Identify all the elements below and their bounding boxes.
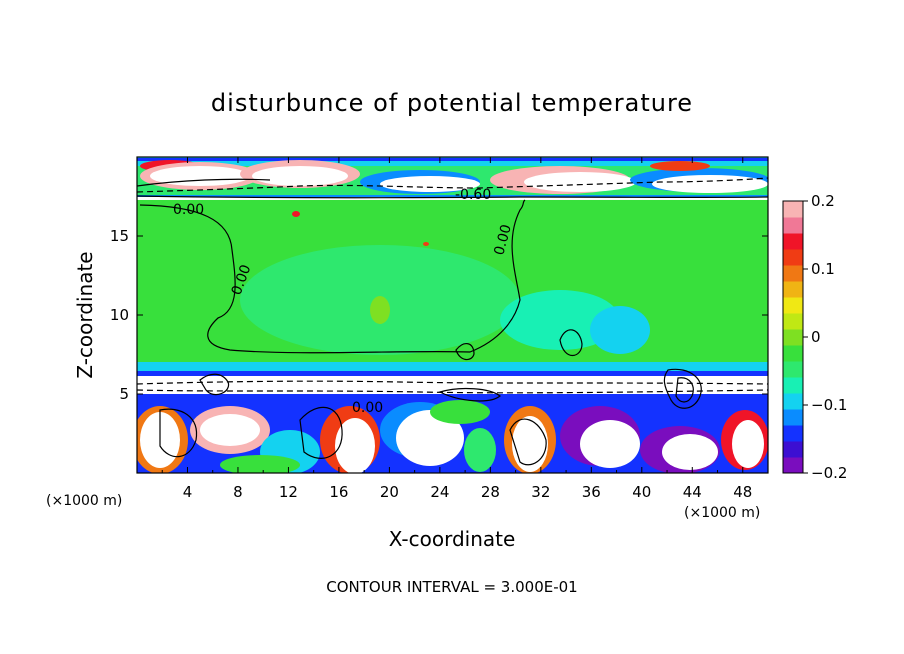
x-tick-label: 44 bbox=[683, 483, 702, 501]
colorbar-swatch bbox=[783, 393, 803, 410]
contour-label-4: 0.00 bbox=[491, 223, 515, 257]
mid-patch-2 bbox=[500, 290, 620, 350]
hot-spot-1 bbox=[292, 211, 300, 217]
x-tick-label: 48 bbox=[733, 483, 752, 501]
colorbar-swatch bbox=[783, 217, 803, 234]
x-unit-left: (×1000 m) bbox=[46, 493, 122, 509]
negative-layer-core bbox=[137, 371, 768, 377]
chart-title: disturbunce of potential temperature bbox=[211, 89, 693, 117]
z-axis-label: Z-coordinate bbox=[73, 251, 97, 378]
upper-layer bbox=[137, 157, 768, 200]
hot-spot-2 bbox=[423, 242, 429, 246]
colorbar-swatch bbox=[783, 201, 803, 218]
contour-label-1: 0.00 bbox=[173, 202, 204, 218]
x-tick-label: 40 bbox=[632, 483, 651, 501]
z-tick-label: 15 bbox=[110, 227, 129, 245]
colorbar-tick-label: −0.2 bbox=[811, 464, 847, 482]
x-axis-label: X-coordinate bbox=[389, 527, 516, 551]
z-tick-label: 5 bbox=[119, 385, 129, 403]
colorbar-swatch bbox=[783, 361, 803, 378]
colorbar-tick-label: 0.1 bbox=[811, 260, 835, 278]
colorbar-swatch bbox=[783, 329, 803, 346]
colorbar-swatch bbox=[783, 345, 803, 362]
x-unit-right: (×1000 m) bbox=[684, 505, 760, 521]
z-tick-label: 10 bbox=[110, 306, 129, 324]
mid-patch-3 bbox=[590, 306, 650, 354]
x-tick-label: 24 bbox=[430, 483, 449, 501]
contour-interval: CONTOUR INTERVAL = 3.000E-01 bbox=[326, 578, 577, 596]
z-axis: 5 10 15 bbox=[110, 227, 768, 403]
colorbar-tick-label: 0 bbox=[811, 328, 821, 346]
x-axis: 4 8 12 16 20 24 28 32 36 40 44 48 bbox=[161, 157, 752, 501]
x-tick-label: 36 bbox=[582, 483, 601, 501]
colorbar-swatch bbox=[783, 249, 803, 266]
x-tick-label: 12 bbox=[279, 483, 298, 501]
colorbar-swatch bbox=[783, 313, 803, 330]
x-tick-label: 20 bbox=[380, 483, 399, 501]
potential-temperature-field: 0.00 -0.60 0.00 0.00 0.00 bbox=[137, 157, 768, 473]
colorbar-swatch bbox=[783, 409, 803, 426]
contour-label-5: 0.00 bbox=[352, 400, 383, 416]
contour-label-2: -0.60 bbox=[455, 187, 491, 203]
colorbar-swatch bbox=[783, 265, 803, 282]
boundary-layer bbox=[137, 394, 768, 473]
colorbar-tick-label: −0.1 bbox=[811, 396, 847, 414]
colorbar-swatch bbox=[783, 377, 803, 394]
colorbar-swatch bbox=[783, 441, 803, 458]
negative-layer-white bbox=[137, 376, 768, 396]
colorbar-swatch bbox=[783, 425, 803, 442]
colorbar-swatch bbox=[783, 297, 803, 314]
colorbar-swatch bbox=[783, 281, 803, 298]
colorbar-tick-label: 0.2 bbox=[811, 192, 835, 210]
x-tick-label: 28 bbox=[481, 483, 500, 501]
x-tick-label: 32 bbox=[531, 483, 550, 501]
colorbar-swatch bbox=[783, 233, 803, 250]
x-tick-label: 16 bbox=[329, 483, 348, 501]
colorbar-swatch bbox=[783, 457, 803, 474]
colorbar bbox=[782, 200, 804, 474]
contour-lines bbox=[137, 177, 768, 466]
colorbar-ticks: 0.2 0.1 0 −0.1 −0.2 bbox=[803, 192, 847, 482]
x-tick-label: 8 bbox=[233, 483, 243, 501]
x-tick-label: 4 bbox=[183, 483, 193, 501]
mid-patch-4 bbox=[370, 296, 390, 324]
